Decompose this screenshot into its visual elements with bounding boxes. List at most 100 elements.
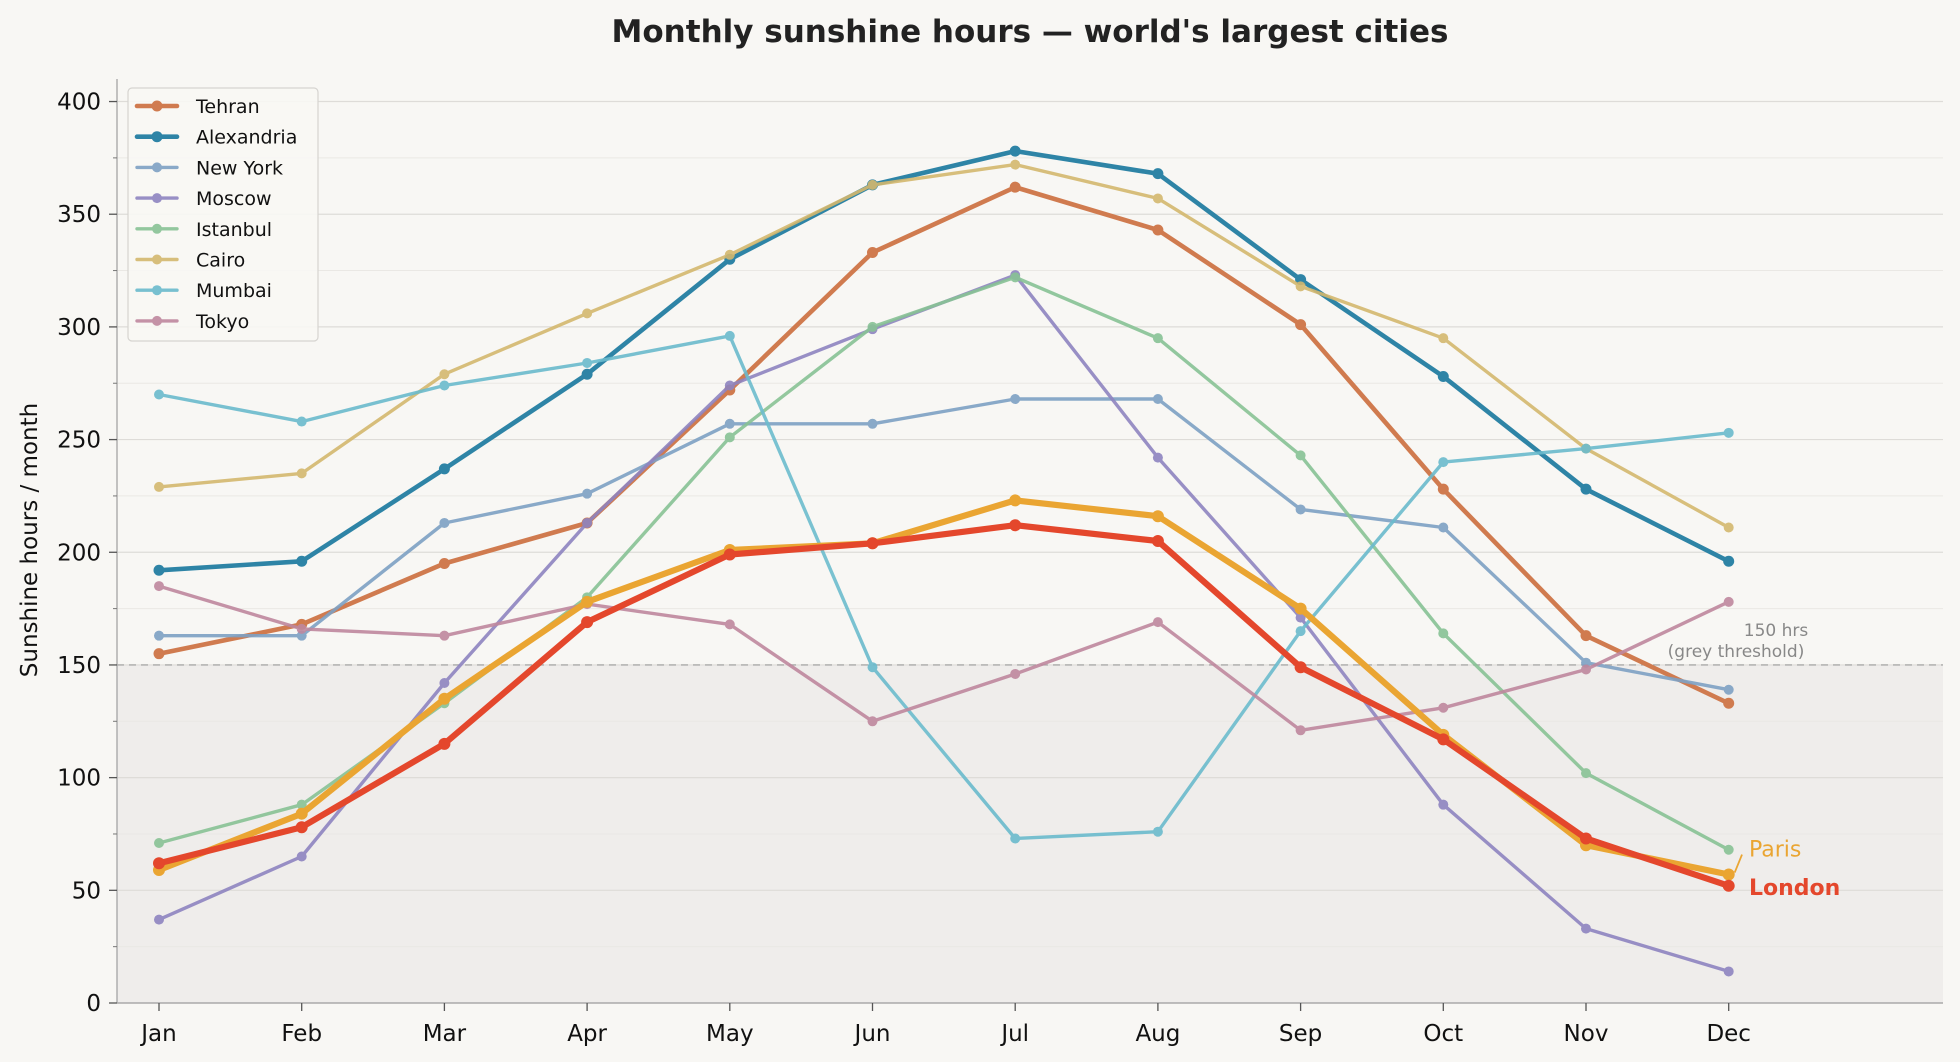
data-point-cairo: [582, 308, 593, 319]
legend-swatch-marker: [151, 131, 163, 143]
series-line-alexandria: [156, 148, 1731, 573]
legend-box: [127, 87, 319, 342]
data-point-cairo: [296, 468, 307, 479]
data-point-mumbai: [1581, 443, 1591, 454]
legend-label-tehran: Tehran: [195, 96, 260, 118]
data-point-mumbai: [1723, 427, 1734, 438]
chart-title: Monthly sunshine hours — world's largest…: [612, 14, 1449, 50]
data-point-moscow: [724, 380, 735, 391]
legend-item-moscow: [135, 193, 179, 204]
data-point-new-york: [1295, 504, 1306, 515]
series-line-mumbai: [157, 334, 1731, 841]
legend-item-alexandria: [134, 131, 180, 143]
data-point-alexandria: [1437, 370, 1449, 382]
data-point-moscow: [296, 851, 307, 862]
end-labels: London Paris: [1733, 838, 1840, 901]
data-point-tehran: [1009, 181, 1021, 193]
data-point-mumbai: [582, 357, 593, 368]
data-point-tokyo: [724, 619, 735, 630]
legend-swatch-marker: [152, 254, 162, 265]
data-point-london: [438, 737, 451, 750]
data-point-istanbul: [1581, 768, 1591, 779]
legend-swatch-marker: [151, 100, 163, 112]
data-point-mumbai: [439, 380, 450, 391]
x-tick-label: Mar: [423, 1021, 467, 1047]
series-cairo: [154, 159, 1734, 533]
data-point-tehran: [438, 558, 450, 570]
data-point-tokyo: [1010, 668, 1021, 679]
x-tick-label: Nov: [1564, 1021, 1609, 1047]
series-line-london: [155, 522, 1732, 889]
data-point-tehran: [1437, 483, 1449, 495]
data-point-london: [1580, 832, 1592, 845]
data-point-new-york: [867, 418, 878, 429]
data-point-tehran: [153, 648, 165, 660]
data-point-london: [295, 821, 308, 834]
x-tick-label: Sep: [1279, 1021, 1322, 1047]
data-point-cairo: [1295, 281, 1306, 292]
legend-item-cairo: [135, 254, 179, 265]
data-point-cairo: [1438, 333, 1449, 344]
data-point-mumbai: [1295, 626, 1306, 637]
data-point-london: [1722, 879, 1735, 892]
legend: Tehran Alexandria New York Moscow Istanbul Ca…: [127, 87, 319, 342]
threshold-label: 150 hrs: [1744, 621, 1809, 641]
y-tick-label: 400: [57, 90, 101, 116]
data-point-alexandria: [581, 368, 593, 380]
series-mumbai: [154, 330, 1734, 844]
data-point-paris: [295, 807, 308, 820]
y-tick-label: 100: [57, 766, 101, 792]
data-point-alexandria: [1009, 145, 1021, 157]
data-point-tehran: [1723, 697, 1735, 709]
end-label-london: London: [1749, 876, 1840, 901]
x-tick-label: Apr: [567, 1021, 607, 1047]
series-tokyo: [154, 581, 1734, 736]
y-tick-label: 250: [57, 428, 101, 454]
y-tick-label: 300: [57, 315, 101, 341]
data-point-new-york: [582, 488, 593, 499]
data-point-new-york: [1723, 684, 1734, 695]
data-point-tehran: [1580, 630, 1592, 642]
data-point-alexandria: [296, 555, 308, 567]
x-tick-label: Jun: [853, 1021, 891, 1047]
data-point-istanbul: [1295, 450, 1306, 461]
data-point-mumbai: [1010, 833, 1021, 844]
axes: 0 50 100 150 200 250 300 350 400 Jan Feb Mar Apr May J…: [57, 79, 1943, 1047]
data-point-moscow: [1581, 923, 1591, 934]
x-tick-label: Jul: [999, 1021, 1029, 1047]
x-tick-label: May: [706, 1021, 754, 1047]
data-point-mumbai: [1152, 826, 1163, 837]
data-point-mumbai: [154, 389, 164, 400]
data-point-tokyo: [1295, 725, 1306, 736]
data-point-new-york: [1438, 522, 1449, 533]
legend-item-tokyo: [135, 315, 179, 326]
data-point-new-york: [724, 418, 735, 429]
data-point-london: [866, 537, 879, 550]
data-point-istanbul: [724, 432, 735, 443]
data-point-new-york: [1152, 394, 1163, 405]
data-point-paris: [1722, 868, 1735, 881]
data-point-moscow: [439, 677, 450, 688]
legend-item-new-york: [135, 162, 179, 173]
data-point-london: [153, 857, 165, 870]
series-london: [153, 519, 1735, 892]
data-point-alexandria: [1580, 483, 1592, 495]
end-label-connector-paris: [1733, 854, 1743, 873]
data-point-cairo: [1010, 159, 1021, 170]
data-point-tokyo: [1152, 617, 1163, 628]
data-point-london: [1294, 661, 1307, 674]
data-point-alexandria: [1152, 168, 1164, 180]
series-tehran: [153, 181, 1735, 709]
data-point-tokyo: [867, 716, 878, 727]
series-line-new-york: [157, 397, 1731, 692]
data-point-alexandria: [1723, 555, 1735, 567]
y-tick-label: 50: [72, 878, 101, 904]
legend-label-istanbul: Istanbul: [196, 219, 272, 241]
x-tick-label: Jan: [139, 1021, 176, 1047]
data-point-paris: [1294, 602, 1307, 615]
x-tick-label: Aug: [1135, 1021, 1180, 1047]
data-point-london: [1437, 733, 1450, 746]
legend-swatch-marker: [152, 285, 162, 296]
data-point-tokyo: [1438, 702, 1449, 713]
legend-label-cairo: Cairo: [196, 250, 245, 272]
